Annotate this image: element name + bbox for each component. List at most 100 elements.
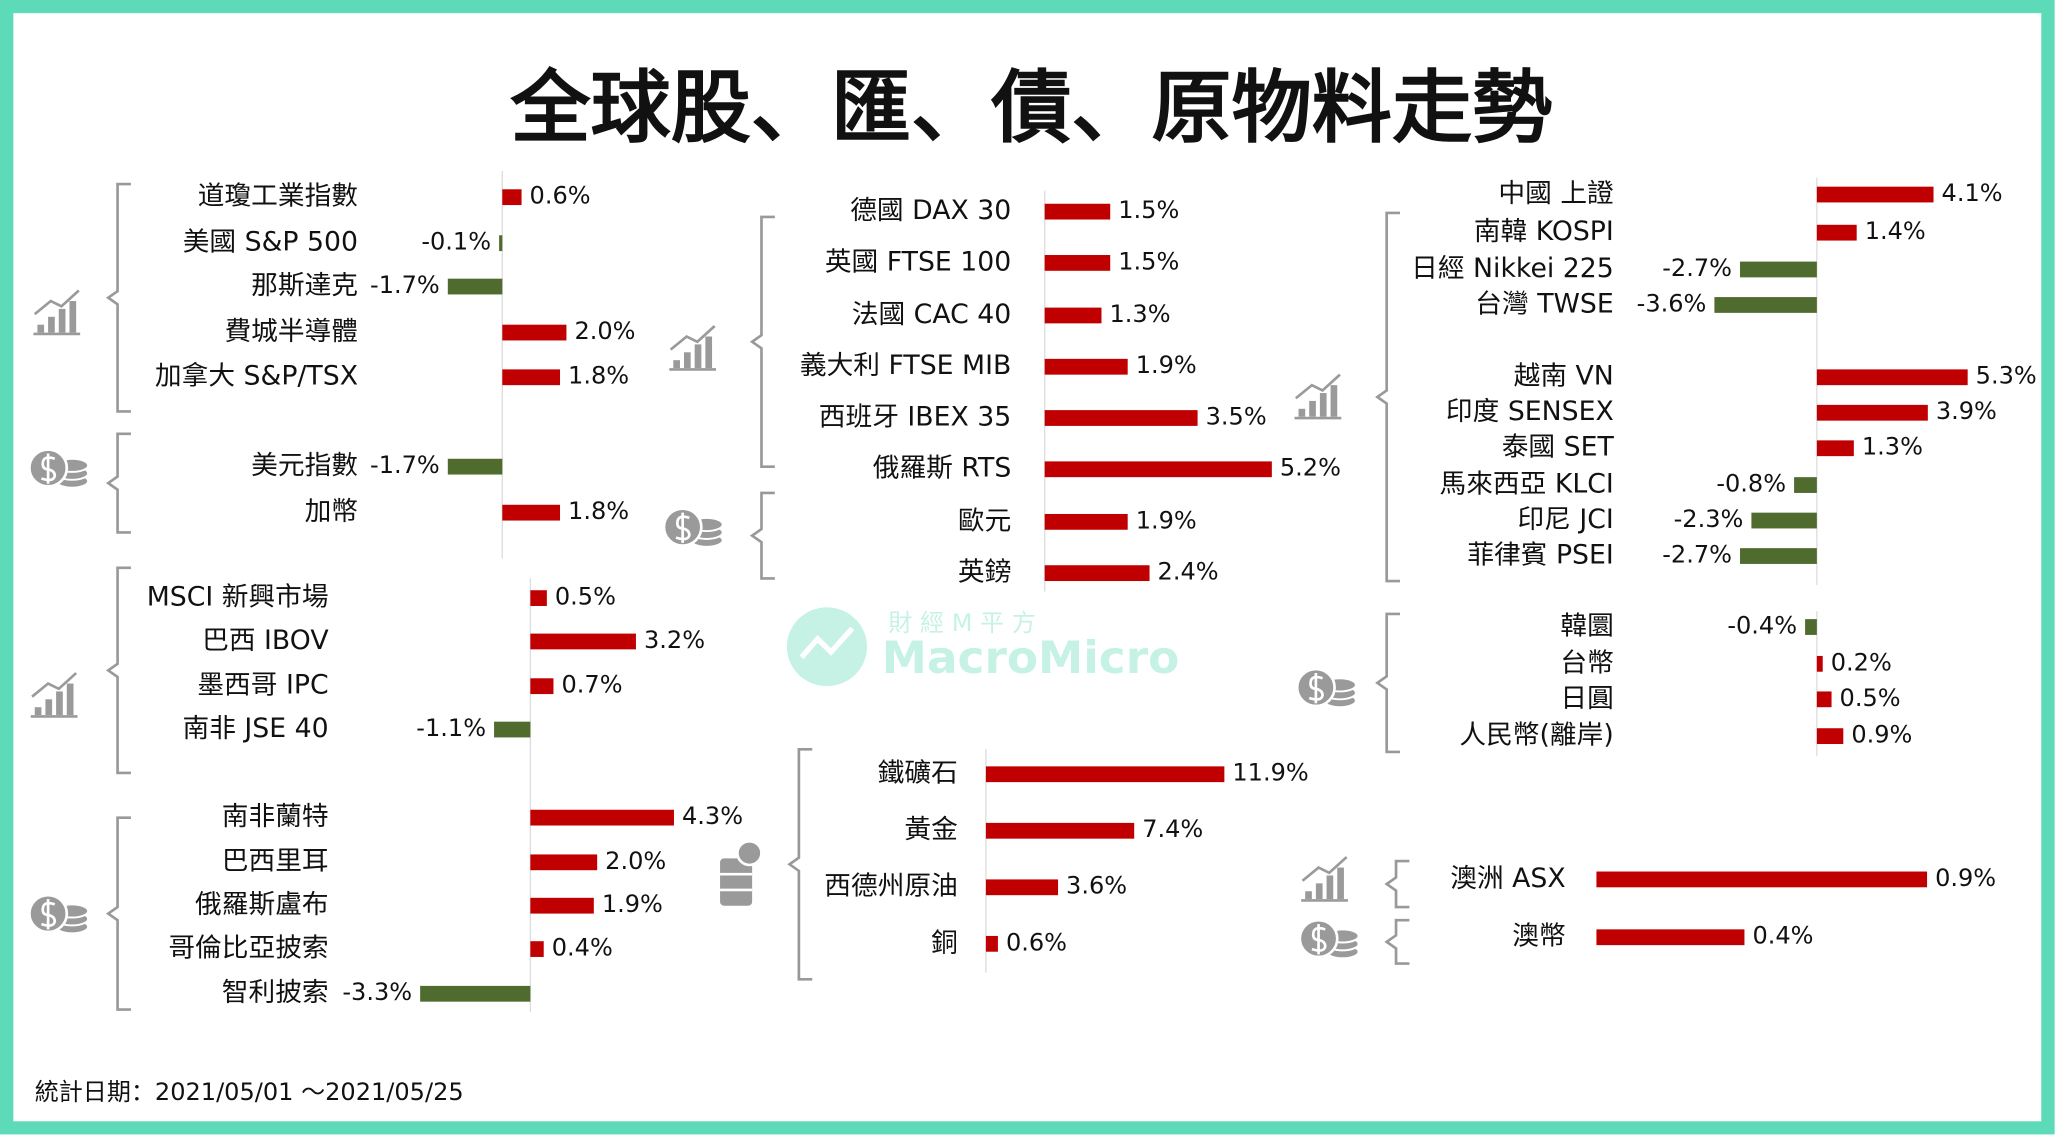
- value-label: 11.9%: [1232, 759, 1308, 787]
- category-label: 日經 Nikkei 225: [1411, 253, 1614, 284]
- bar: [1596, 929, 1745, 946]
- bracket: [787, 747, 813, 981]
- coin-icon: [1298, 918, 1360, 960]
- charts: 道瓊工業指數 0.6% 美國 S&P 500 -0.1% 那斯達克 -1.7% 費城半導體 2…: [28, 170, 2037, 1013]
- category-label: 哥倫比亞披索: [168, 933, 328, 964]
- bar: [985, 822, 1135, 839]
- icon-bar: [683, 352, 691, 369]
- bar: [502, 369, 561, 386]
- bar: [1751, 512, 1817, 529]
- icon-trend: [31, 672, 78, 698]
- category-label: 日圓: [1560, 683, 1613, 714]
- category-label: 越南 VN: [1514, 361, 1614, 392]
- category-label: 英鎊: [958, 557, 1011, 588]
- bar: [1816, 691, 1832, 708]
- category-label: 南韓 KOSPI: [1474, 216, 1614, 247]
- category-label: 人民幣(離岸): [1459, 720, 1613, 751]
- value-label: 2.4%: [1158, 558, 1219, 586]
- category-label: 台灣 TWSE: [1475, 289, 1613, 320]
- bar: [985, 935, 998, 952]
- icon-barrel: [720, 858, 753, 906]
- category-label: 印度 SENSEX: [1446, 396, 1614, 427]
- icon-bar: [34, 707, 42, 716]
- category-label: 德國 DAX 30: [850, 195, 1011, 226]
- bar: [1794, 477, 1817, 493]
- bar: [1714, 297, 1817, 313]
- value-label: -1.7%: [370, 271, 440, 299]
- bracket: [105, 566, 131, 775]
- bar: [1044, 203, 1111, 220]
- category-label: 西班牙 IBEX 35: [819, 402, 1012, 433]
- bar: [447, 458, 503, 475]
- chart-icon: [30, 672, 78, 718]
- icon-bar: [58, 308, 66, 333]
- value-label: 5.2%: [1280, 454, 1341, 482]
- icon-bar: [1330, 385, 1338, 417]
- category-label: 加幣: [305, 496, 358, 527]
- bar: [1740, 261, 1817, 278]
- category-label: 加拿大 S&P/TSX: [155, 361, 358, 392]
- bar: [530, 941, 544, 957]
- coin-icon: [662, 507, 724, 548]
- category-label: 黃金: [904, 814, 957, 845]
- value-label: 1.9%: [1136, 351, 1197, 379]
- bar: [1816, 224, 1857, 241]
- bar: [1596, 871, 1928, 888]
- icon-bar: [705, 336, 713, 369]
- category-label: 道瓊工業指數: [198, 181, 358, 212]
- category-label: MSCI 新興市場: [147, 582, 329, 613]
- category-label: 費城半導體: [224, 316, 358, 347]
- icon-bar: [1337, 867, 1344, 900]
- icon-bar: [1298, 408, 1306, 417]
- category-label: 泰國 SET: [1502, 432, 1615, 463]
- category-label: 義大利 FTSE MIB: [800, 350, 1011, 381]
- icon-bar: [1305, 891, 1312, 900]
- value-label: -0.8%: [1716, 470, 1786, 498]
- bar: [1816, 369, 1968, 386]
- bracket: [105, 432, 131, 534]
- value-label: 0.5%: [555, 583, 616, 611]
- category-label: 美元指數: [251, 450, 358, 481]
- bar: [985, 879, 1059, 896]
- bar: [530, 678, 554, 695]
- coin-icon: [1295, 667, 1357, 709]
- value-label: 4.3%: [682, 802, 743, 830]
- category-label: 歐元: [958, 505, 1011, 536]
- bar: [530, 854, 598, 871]
- category-label: 中國 上證: [1498, 178, 1613, 209]
- value-label: 0.6%: [530, 182, 591, 210]
- bracket: [749, 491, 775, 580]
- value-label: 1.9%: [602, 890, 663, 918]
- value-label: 0.2%: [1831, 648, 1892, 676]
- bar: [530, 633, 636, 650]
- bar: [1044, 307, 1102, 324]
- value-label: 3.9%: [1936, 397, 1997, 425]
- category-label: 銅: [931, 927, 958, 958]
- bracket: [1384, 918, 1410, 965]
- bar: [1805, 619, 1817, 635]
- bar: [1816, 404, 1928, 421]
- value-label: -0.4%: [1727, 612, 1797, 640]
- bracket: [1375, 211, 1401, 583]
- watermark-en: MacroMicro: [882, 631, 1180, 684]
- category-label: 馬來西亞 KLCI: [1440, 469, 1614, 500]
- bracket: [1384, 859, 1410, 909]
- category-label: 墨西哥 IPC: [197, 670, 328, 701]
- bar: [1044, 410, 1198, 426]
- icon-trend: [1294, 373, 1341, 400]
- value-label: 5.3%: [1976, 362, 2037, 390]
- value-label: -2.7%: [1662, 254, 1732, 282]
- icon-bar: [694, 344, 702, 369]
- value-label: -2.7%: [1662, 541, 1732, 569]
- value-label: 2.0%: [574, 317, 635, 345]
- category-label: 美國 S&P 500: [183, 227, 358, 258]
- category-label: 俄羅斯盧布: [195, 889, 329, 920]
- icon-bar: [56, 691, 63, 716]
- bar: [494, 721, 531, 738]
- bracket: [105, 816, 131, 1011]
- value-label: 7.4%: [1142, 815, 1203, 843]
- value-label: 1.5%: [1118, 196, 1179, 224]
- value-label: -3.3%: [342, 978, 412, 1006]
- category-label: 澳洲 ASX: [1450, 863, 1565, 894]
